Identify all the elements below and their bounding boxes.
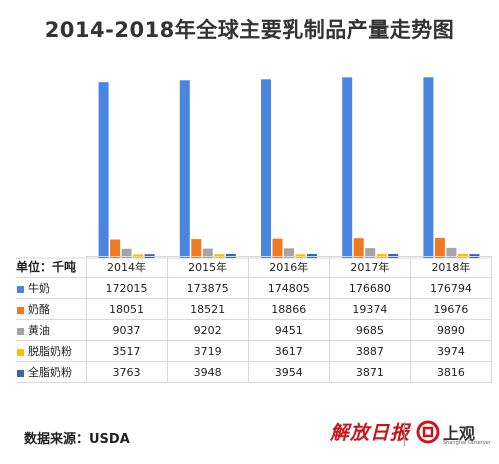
category-label: 2017年 xyxy=(328,256,411,278)
table-row: 脱脂奶粉 3517 3719 3617 3887 3974 xyxy=(16,340,493,362)
logo-divider xyxy=(404,422,405,446)
data-label: 9202 xyxy=(166,319,249,341)
bar-奶酪-2015年 xyxy=(191,239,202,258)
shangguan-logo-icon xyxy=(416,420,440,444)
bar-黄油-2017年 xyxy=(365,248,376,258)
source-note: 数据来源：USDA xyxy=(24,432,130,447)
data-label: 174805 xyxy=(247,277,330,299)
data-label: 172015 xyxy=(85,277,168,299)
unit-label: 单位：千吨 xyxy=(16,256,87,278)
data-label: 18866 xyxy=(247,298,330,320)
data-label: 3974 xyxy=(409,340,493,362)
category-label: 2014年 xyxy=(85,256,168,278)
series-name: 奶酪 xyxy=(28,303,50,316)
bar-牛奶-2014年 xyxy=(98,82,109,258)
bar-奶酪-2018年 xyxy=(434,237,445,258)
data-label: 9037 xyxy=(85,319,168,341)
series-name: 牛奶 xyxy=(28,282,50,295)
table-row: 奶酪 18051 18521 18866 19374 19676 xyxy=(16,298,493,320)
legend-entry: 全脂奶粉 xyxy=(16,361,87,383)
series-name: 全脂奶粉 xyxy=(28,366,72,379)
legend-entry: 奶酪 xyxy=(16,298,87,320)
bar-奶酪-2016年 xyxy=(272,238,283,258)
data-label: 3887 xyxy=(328,340,411,362)
bar-黄油-2014年 xyxy=(121,248,132,258)
chart-title: 2014-2018年全球主要乳制品产量走势图 xyxy=(44,18,455,42)
table-row: 黄油 9037 9202 9451 9685 9890 xyxy=(16,319,493,341)
legend-swatch xyxy=(17,285,24,293)
data-label: 3719 xyxy=(166,340,249,362)
data-label: 3948 xyxy=(166,361,249,383)
data-label: 18521 xyxy=(166,298,249,320)
category-label: 2015年 xyxy=(166,256,249,278)
table-row: 全脂奶粉 3763 3948 3954 3871 3816 xyxy=(16,361,493,383)
legend-swatch xyxy=(17,369,24,377)
bar-牛奶-2018年 xyxy=(423,77,434,258)
legend-entry: 牛奶 xyxy=(16,277,87,299)
data-label: 173875 xyxy=(166,277,249,299)
series-name: 黄油 xyxy=(28,324,50,337)
bar-奶酪-2014年 xyxy=(110,239,121,258)
data-label: 3517 xyxy=(85,340,168,362)
bar-黄油-2016年 xyxy=(284,248,294,258)
category-label: 2016年 xyxy=(247,256,330,278)
data-label: 9685 xyxy=(328,319,411,341)
bar-黄油-2015年 xyxy=(202,248,213,258)
bar-黄油-2018年 xyxy=(446,247,457,258)
jiefang-daily-logo: 解放日报 xyxy=(330,422,411,444)
data-label: 176680 xyxy=(328,277,411,299)
series-name: 脱脂奶粉 xyxy=(28,345,72,358)
category-label: 2018年 xyxy=(409,256,493,278)
shangguan-logo-text: 上观 xyxy=(443,424,476,443)
data-label: 3763 xyxy=(85,361,168,383)
bar-奶酪-2017年 xyxy=(353,238,364,258)
legend-swatch xyxy=(17,348,24,356)
legend-entry: 黄油 xyxy=(16,319,87,341)
data-label: 176794 xyxy=(409,277,493,299)
bar-牛奶-2017年 xyxy=(342,77,353,259)
data-label: 19374 xyxy=(328,298,411,320)
data-label: 19676 xyxy=(409,298,493,320)
bar-牛奶-2016年 xyxy=(261,79,271,258)
bar-chart xyxy=(16,77,492,259)
legend-swatch xyxy=(17,327,24,335)
data-label: 3871 xyxy=(328,361,411,383)
shangguan-logo-subtext: Shanghai Observer xyxy=(443,440,491,446)
table-row: 牛奶 172015 173875 174805 176680 176794 xyxy=(16,277,493,299)
data-label: 18051 xyxy=(85,298,168,320)
legend-entry: 脱脂奶粉 xyxy=(16,340,87,362)
data-label: 9890 xyxy=(409,319,493,341)
data-label: 9451 xyxy=(247,319,330,341)
data-table: 单位：千吨 2014年 2015年 2016年 2017年 2018年 牛奶 172015 17… xyxy=(16,256,493,383)
bar-脱脂奶粉-2018年 xyxy=(457,253,468,258)
bar-牛奶-2015年 xyxy=(179,80,190,258)
data-label: 3816 xyxy=(409,361,493,383)
data-label: 3617 xyxy=(247,340,330,362)
data-label: 3954 xyxy=(247,361,330,383)
legend-swatch xyxy=(17,306,24,314)
